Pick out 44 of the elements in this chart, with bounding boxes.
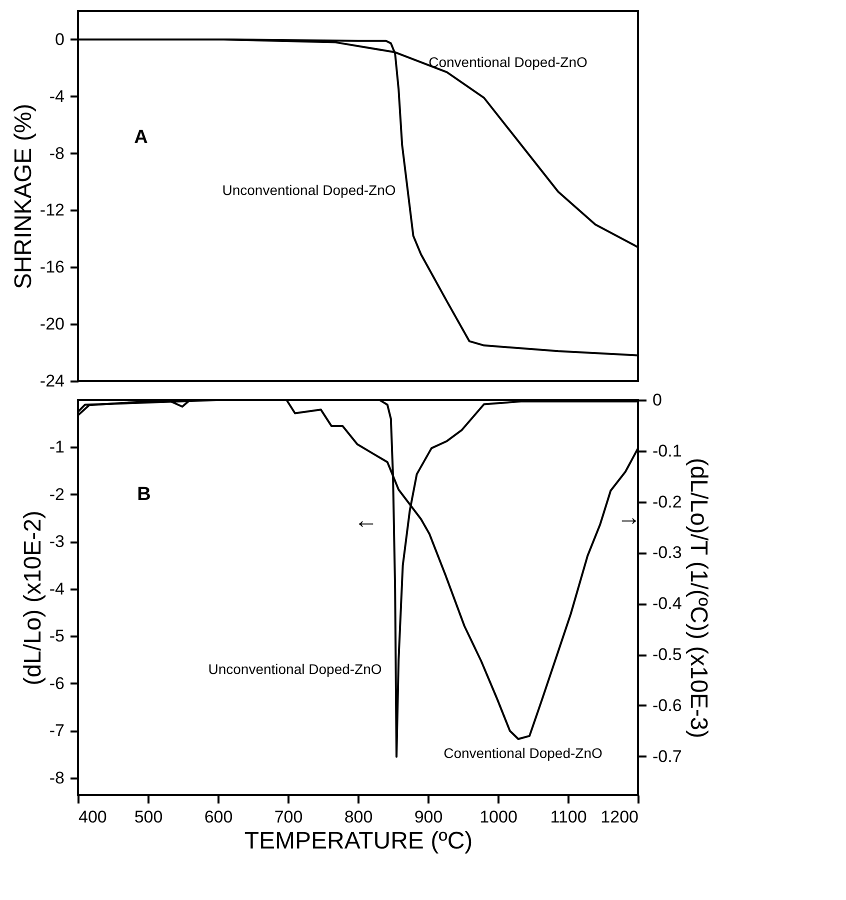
series-label: Unconventional Doped-ZnO bbox=[208, 661, 382, 677]
annotation: ← bbox=[354, 507, 378, 534]
y2-tick-label: -0.5 bbox=[652, 645, 682, 664]
series-label: Conventional Doped-ZnO bbox=[428, 54, 588, 70]
y-axis-title: SHRINKAGE (%) bbox=[10, 104, 37, 290]
y-tick-label: -4 bbox=[49, 579, 64, 598]
y-tick-label: -8 bbox=[49, 144, 64, 163]
y2-tick-label: -0.7 bbox=[652, 746, 682, 766]
y-tick-label: -4 bbox=[49, 86, 64, 106]
y-tick-label: 0 bbox=[55, 30, 64, 49]
annotation: → bbox=[617, 504, 641, 531]
y-tick-label: -2 bbox=[49, 485, 64, 504]
y2-tick-label: 0 bbox=[652, 390, 662, 410]
x-tick-label: 800 bbox=[344, 808, 373, 826]
y2-axis-title: (dL/Lo)/T (1/(ºC)) (x10E-3) bbox=[684, 458, 712, 738]
x-axis-title: TEMPERATURE (ºC) bbox=[244, 828, 473, 854]
y-tick-label: -5 bbox=[49, 626, 64, 646]
x-tick-label: 400 bbox=[78, 808, 107, 826]
y-tick-label: -7 bbox=[49, 721, 64, 740]
x-tick-label: 1000 bbox=[480, 808, 518, 826]
annotation: B bbox=[137, 484, 151, 505]
y2-tick-label: -0.3 bbox=[652, 543, 682, 562]
series-label: Unconventional Doped-ZnO bbox=[222, 182, 396, 198]
y2-tick-label: -0.4 bbox=[652, 594, 682, 614]
y-tick-label: -24 bbox=[40, 372, 64, 390]
x-tick-label: 700 bbox=[274, 808, 303, 826]
y-tick-label: -20 bbox=[40, 314, 64, 334]
y-axis-title: (dL/Lo) (x10E-2) bbox=[19, 510, 46, 686]
x-tick-label: 1100 bbox=[550, 808, 587, 826]
y-tick-label: -8 bbox=[49, 768, 64, 788]
y-tick-label: -3 bbox=[49, 532, 64, 552]
y2-tick-label: -0.2 bbox=[652, 492, 682, 512]
x-tick-label: 500 bbox=[134, 808, 163, 826]
x-tick-label: 600 bbox=[204, 808, 233, 826]
annotation: A bbox=[134, 127, 148, 148]
y-tick-label: -16 bbox=[40, 258, 64, 277]
series-label: Conventional Doped-ZnO bbox=[444, 745, 602, 761]
y-tick-label: -12 bbox=[40, 200, 64, 220]
y2-tick-label: -0.6 bbox=[652, 696, 682, 715]
y2-tick-label: -0.1 bbox=[652, 441, 682, 460]
y-tick-label: -6 bbox=[49, 674, 64, 693]
x-tick-label: 900 bbox=[414, 808, 443, 826]
x-tick-label: 1200 bbox=[600, 808, 638, 826]
y-tick-label: -1 bbox=[49, 438, 64, 457]
